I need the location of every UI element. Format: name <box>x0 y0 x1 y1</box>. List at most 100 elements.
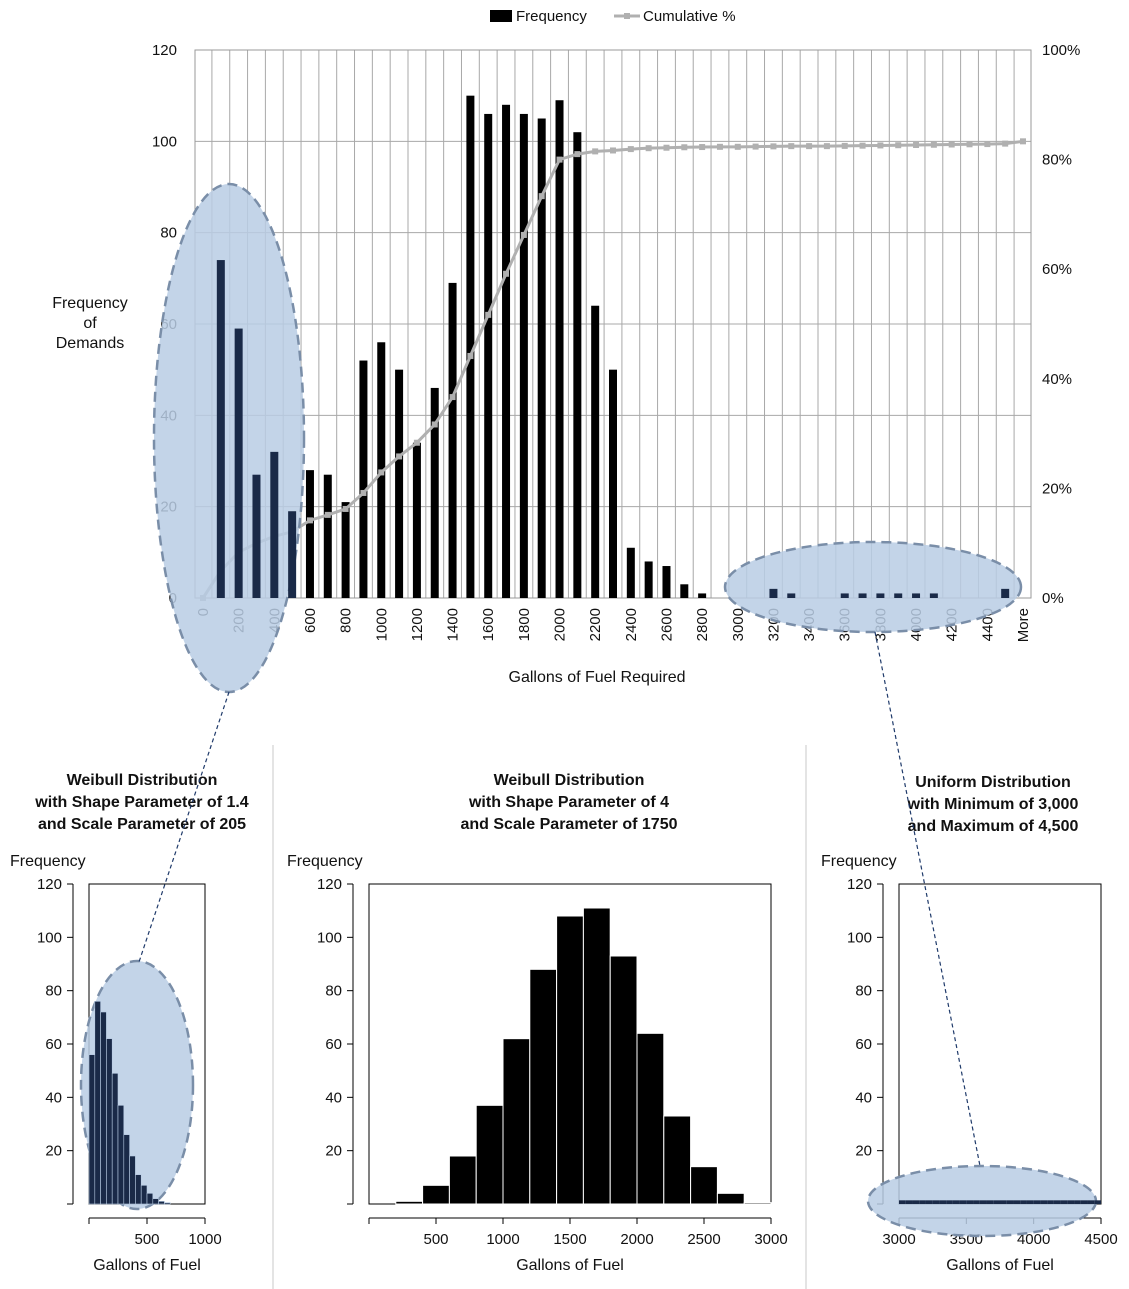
frequency-bar <box>234 328 243 598</box>
main-x-tick-label: 2400 <box>623 608 640 641</box>
sub3-bar <box>979 1200 987 1204</box>
sub1-bar <box>152 1198 159 1205</box>
frequency-bar <box>591 305 600 598</box>
sub-chart-y-label: Frequency <box>287 853 363 870</box>
sub-chart-title-line: with Shape Parameter of 4 <box>468 794 669 811</box>
sub-chart-title-line: Weibull Distribution <box>494 772 645 789</box>
frequency-bar <box>787 593 796 598</box>
main-x-tick-label: 1800 <box>516 608 533 641</box>
sub-x-tick-label: 1500 <box>553 1231 586 1248</box>
sub1-bar <box>100 1011 107 1205</box>
cumulative-point <box>503 270 510 277</box>
cumulative-point <box>610 147 616 154</box>
frequency-bar <box>519 113 528 598</box>
sub3-bar <box>899 1200 906 1204</box>
sub-y-tick-label: 120 <box>37 876 62 893</box>
cumulative-point <box>859 142 866 149</box>
cumulative-point <box>823 143 830 150</box>
cumulative-point <box>966 141 973 148</box>
connector-right <box>874 631 981 1167</box>
sub1-bar <box>140 1185 148 1205</box>
cumulative-point <box>342 505 349 512</box>
frequency-bar <box>288 511 297 598</box>
connector-left <box>138 691 230 963</box>
main-ylabel-line-3: Demands <box>56 335 124 352</box>
sub3-bar <box>925 1200 933 1204</box>
sub3-bar <box>973 1200 980 1204</box>
frequency-bar <box>537 118 546 598</box>
sub3-bar <box>1033 1200 1041 1204</box>
frequency-bar <box>412 442 421 598</box>
main-x-tick-label: 1400 <box>445 608 462 641</box>
sub3-bar <box>966 1200 974 1204</box>
frequency-bar <box>894 593 903 598</box>
cumulative-point <box>681 144 688 151</box>
cumulative-point <box>984 141 991 148</box>
sub-y-tick-label: 40 <box>855 1089 872 1106</box>
sub3-bar <box>912 1200 920 1204</box>
sub3-bar <box>932 1200 940 1204</box>
main-x-tick-label: 2200 <box>587 608 604 641</box>
cumulative-point <box>877 142 884 149</box>
sub-chart-title-line: and Maximum of 4,500 <box>908 818 1079 835</box>
highlighted-bars-overlay <box>216 260 1010 598</box>
cumulative-point <box>431 421 438 428</box>
sub-y-tick-label: 80 <box>45 983 62 1000</box>
sub-y-tick-label: 60 <box>855 1036 872 1053</box>
main-legend: Frequency Cumulative % <box>490 8 736 25</box>
sub1-bar <box>123 1134 130 1205</box>
sub1-bar <box>135 1174 142 1205</box>
cumulative-point <box>645 145 652 152</box>
sub-y-tick-label: 80 <box>325 983 342 1000</box>
sub2-bar <box>609 955 638 1205</box>
frequency-bar <box>395 369 404 598</box>
sub-chart-x-label: Gallons of Fuel <box>946 1257 1054 1274</box>
sub-chart-title-line: and Scale Parameter of 205 <box>38 816 246 833</box>
sub-x-tick-label: 1000 <box>188 1231 221 1248</box>
frequency-bar <box>270 451 279 598</box>
frequency-bar <box>858 593 867 598</box>
sub-y-tick-label: 20 <box>325 1143 342 1160</box>
cumulative-point <box>734 143 741 150</box>
cumulative-point <box>574 151 581 158</box>
frequency-bar <box>698 593 707 598</box>
cumulative-point <box>467 352 474 359</box>
sub-x-tick-label: 4000 <box>1017 1231 1050 1248</box>
cumulative-point <box>663 144 670 151</box>
sub-chart-y-label: Frequency <box>10 853 86 870</box>
frequency-bar <box>305 470 314 598</box>
cumulative-point <box>699 144 706 151</box>
frequency-bar <box>626 547 635 598</box>
sub-x-tick-label: 3000 <box>882 1231 915 1248</box>
sub-x-tick-label: 500 <box>423 1231 448 1248</box>
main-ylabel-line-1: Frequency <box>52 295 128 312</box>
cumulative-point <box>770 143 777 150</box>
sub3-bar <box>1074 1200 1081 1204</box>
sub2-bar <box>743 1202 772 1205</box>
frequency-bar <box>662 566 671 598</box>
frequency-bar <box>502 104 511 599</box>
frequency-bar <box>680 584 689 598</box>
cumulative-point <box>449 394 456 401</box>
sub-chart-title-line: with Shape Parameter of 1.4 <box>34 794 249 811</box>
frequency-bar <box>929 593 938 598</box>
cumulative-point <box>538 193 545 200</box>
cumulative-point <box>360 489 367 496</box>
sub3-bar <box>1020 1200 1027 1204</box>
main-x-tick-label: 2000 <box>552 608 569 641</box>
sub2-bar <box>582 907 611 1205</box>
sub3-bar <box>946 1200 953 1204</box>
frequency-bar <box>216 260 225 598</box>
cumulative-point <box>627 146 634 153</box>
sub1-bar <box>88 1054 96 1205</box>
frequency-bar <box>252 474 261 598</box>
sub2-bar <box>716 1192 745 1205</box>
sub1-bar <box>106 1038 113 1205</box>
highlight-ellipse-right <box>723 540 1023 634</box>
main-y-axis-label: Frequency of Demands <box>52 295 128 352</box>
sub3-bar <box>1047 1200 1054 1204</box>
sub2-bar <box>475 1104 504 1205</box>
cumulative-point <box>592 148 599 155</box>
cumulative-point <box>413 439 420 446</box>
cumulative-point <box>788 143 795 150</box>
